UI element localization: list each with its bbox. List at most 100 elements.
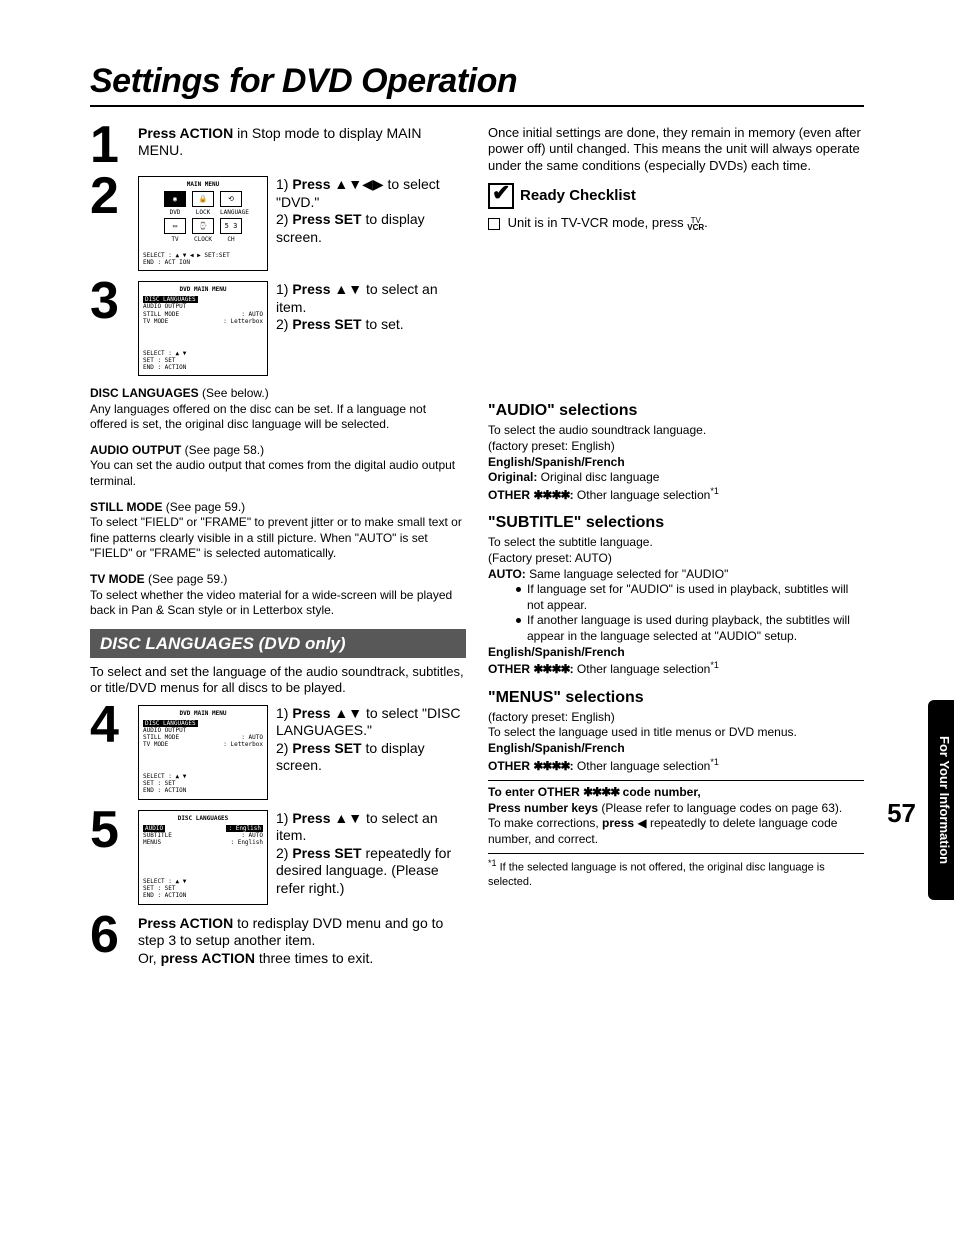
b: SET : SET — [143, 885, 263, 892]
bullet-item: If language set for "AUDIO" is used in p… — [516, 582, 864, 613]
t: Press number keys — [488, 801, 598, 815]
v: : English — [230, 839, 263, 846]
osd-icon-labels-1: DVD LOCK LANGUAGE — [143, 209, 263, 216]
t: press — [602, 816, 637, 830]
step3-text: 1) Press ▲▼ to select an item. 2) Press … — [276, 281, 466, 334]
t: Press ACTION — [138, 915, 233, 931]
step-number: 4 — [90, 705, 130, 800]
lbl: LANGUAGE — [220, 209, 242, 216]
mark: *1 — [488, 858, 497, 868]
t: 1) — [276, 281, 292, 297]
step-3: 3 DVD MAIN MENU DISC LANGUAGES AUDIO OUT… — [90, 281, 466, 376]
body: To select "FIELD" or "FRAME" to prevent … — [90, 515, 462, 560]
page-title: Settings for DVD Operation — [90, 60, 864, 103]
v: : English — [226, 825, 263, 832]
t: To make corrections, — [488, 816, 602, 830]
subtitle-bullets: If language set for "AUDIO" is used in p… — [488, 582, 864, 644]
osd-icon-lock: 🔒 — [192, 191, 214, 207]
body: You can set the audio output that comes … — [90, 458, 455, 488]
t: OTHER — [488, 488, 533, 502]
osd-title: DVD MAIN MENU — [143, 286, 263, 293]
footnote-ref: *1 — [710, 486, 719, 496]
b: SET : SET — [143, 357, 263, 364]
step2-text: 1) Press ▲▼◀▶ to select "DVD." 2) Press … — [276, 176, 466, 246]
menus-selections-body: (factory preset: English) To select the … — [488, 710, 864, 774]
ref: (See page 59.) — [162, 500, 245, 514]
ref: (See page 58.) — [181, 443, 264, 457]
title-bar: Settings for DVD Operation — [90, 60, 864, 107]
t: Press SET — [292, 740, 361, 756]
step6-text: Press ACTION to redisplay DVD menu and g… — [138, 915, 466, 968]
t: Press — [292, 176, 334, 192]
lbl: TV — [164, 236, 186, 243]
body: To select whether the video material for… — [90, 588, 452, 618]
t: OTHER — [488, 759, 533, 773]
t: . — [704, 215, 708, 230]
t: Or, — [138, 950, 161, 966]
step-1: 1 Press ACTION in Stop mode to display M… — [90, 125, 466, 167]
t: Press — [292, 705, 334, 721]
left-arrow-icon: ◀ — [637, 816, 646, 830]
t: OTHER — [488, 662, 533, 676]
left-column: 1 Press ACTION in Stop mode to display M… — [90, 125, 466, 978]
main-menu-osd: MAIN MENU ◉ 🔒 ⟲ DVD LOCK LANGUAGE ▭ ⌚ — [138, 176, 268, 271]
b: SELECT : ▲ ▼ — [143, 350, 263, 357]
dvd-menu-osd: DVD MAIN MENU DISC LANGUAGES AUDIO OUTPU… — [138, 281, 268, 376]
audio-selections-body: To select the audio soundtrack language.… — [488, 423, 864, 503]
t: (factory preset: English) — [488, 439, 615, 453]
t: English/Spanish/French — [488, 645, 625, 659]
checkmark-icon — [488, 183, 514, 209]
r: DISC LANGUAGES — [143, 720, 198, 727]
lbl: 5 3 — [225, 222, 238, 230]
osd-icon-dvd: ◉ — [164, 191, 186, 207]
t: Press — [292, 281, 334, 297]
v: : AUTO — [241, 832, 263, 839]
stars-icon — [583, 785, 619, 799]
arrow-icons: ▲▼ — [334, 705, 362, 721]
ready-item: Unit is in TV-VCR mode, press TVVCR. — [488, 215, 864, 231]
r: AUDIO — [143, 825, 165, 832]
lbl: CH — [220, 236, 242, 243]
r: DISC LANGUAGES — [143, 296, 198, 303]
subtitle-selections-heading: "SUBTITLE" selections — [488, 513, 864, 533]
stars-icon — [533, 488, 569, 502]
t: (Factory preset: AUTO) — [488, 551, 612, 565]
hd: TV MODE — [90, 572, 145, 586]
t: 2) — [276, 740, 292, 756]
stars-icon — [533, 759, 569, 773]
step-number: 5 — [90, 810, 130, 905]
other-code-block: To enter OTHER code number, Press number… — [488, 785, 864, 847]
t: three times to exit. — [255, 950, 373, 966]
osd-icon-clock: ⌚ — [192, 218, 214, 234]
section-disc-languages: DISC LANGUAGES (DVD only) — [90, 629, 466, 658]
t: VCR — [687, 223, 704, 232]
t: Press SET — [292, 845, 361, 861]
b: END : ACTION — [143, 892, 263, 899]
v: : AUTO — [241, 311, 263, 318]
t: If language set for "AUDIO" is used in p… — [527, 582, 864, 613]
osd-title: DVD MAIN MENU — [143, 710, 263, 717]
t: AUTO: — [488, 567, 526, 581]
step-text: Press ACTION in Stop mode to display MAI… — [138, 125, 466, 167]
arrow-icons: ▲▼ — [334, 281, 362, 297]
r: STILL MODE — [143, 311, 179, 318]
osd-icon-ch: 5 3 — [220, 218, 242, 234]
bullet-icon — [516, 587, 521, 592]
t: 1) — [276, 810, 292, 826]
step4-text: 1) Press ▲▼ to select "DISC LANGUAGES." … — [276, 705, 466, 775]
note-still-mode: STILL MODE (See page 59.) To select "FIE… — [90, 500, 466, 562]
t: Original disc language — [537, 470, 659, 484]
step-2: 2 MAIN MENU ◉ 🔒 ⟲ DVD LOCK LANGUAGE — [90, 176, 466, 271]
right-column: Once initial settings are done, they rem… — [488, 125, 864, 978]
bullet-icon — [516, 618, 521, 623]
r: SUBTITLE — [143, 832, 172, 839]
step-number: 3 — [90, 281, 130, 376]
checkbox-icon — [488, 218, 500, 230]
t: To select the subtitle language. — [488, 535, 653, 549]
note-disc-languages: DISC LANGUAGES (See below.) Any language… — [90, 386, 466, 433]
step5-text: 1) Press ▲▼ to select an item. 2) Press … — [276, 810, 466, 898]
b: END : ACTION — [143, 364, 263, 371]
b: END : ACTION — [143, 787, 263, 794]
dvd-menu-osd-2: DVD MAIN MENU DISC LANGUAGES AUDIO OUTPU… — [138, 705, 268, 800]
r: TV MODE — [143, 318, 168, 325]
